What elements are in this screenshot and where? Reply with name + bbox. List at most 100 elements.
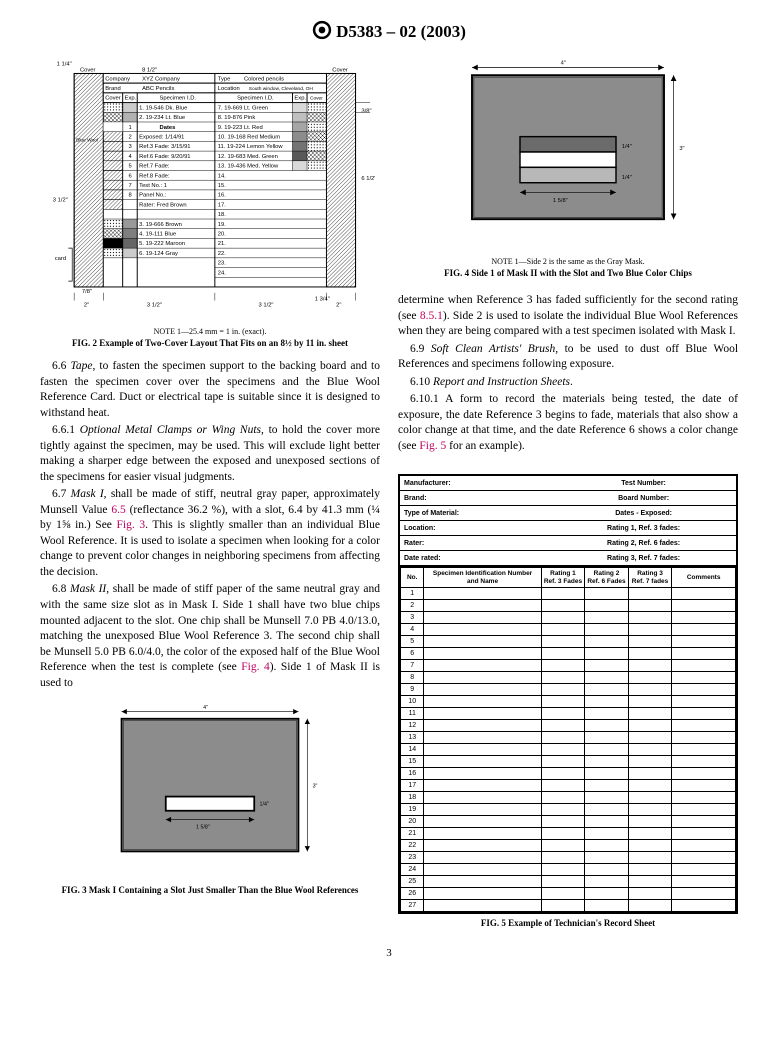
xref-fig-5[interactable]: Fig. 5 [419, 440, 446, 452]
astm-logo-icon [312, 20, 332, 40]
svg-text:Specimen I.D.: Specimen I.D. [237, 96, 274, 102]
record-cell [628, 635, 672, 647]
record-cell [628, 755, 672, 767]
record-cell [585, 707, 629, 719]
row-number: 8 [401, 671, 424, 683]
xref-8-5-1[interactable]: 8.5.1 [420, 310, 443, 322]
row-number: 22 [401, 839, 424, 851]
svg-text:3 1/2": 3 1/2" [259, 302, 274, 308]
record-cell [672, 635, 736, 647]
svg-text:2": 2" [84, 302, 89, 308]
record-cell [424, 791, 541, 803]
xref-fig-3[interactable]: Fig. 3 [117, 519, 146, 531]
svg-text:Colored pencils: Colored pencils [244, 76, 284, 82]
svg-text:8: 8 [128, 193, 131, 199]
svg-text:Specimen I.D.: Specimen I.D. [160, 96, 197, 102]
record-cell [541, 731, 585, 743]
figure-4-note: NOTE 1—Side 2 is the same as the Gray Ma… [398, 257, 738, 266]
record-cell [628, 887, 672, 899]
left-column: Cover Cover 8 1/2" Company XYZ Company T… [40, 50, 380, 929]
svg-text:16.: 16. [218, 193, 226, 199]
svg-text:1 5/8": 1 5/8" [553, 198, 568, 204]
table-row: 3 [401, 611, 736, 623]
figure-2-caption: FIG. 2 Example of Two-Cover Layout That … [40, 338, 380, 349]
row-number: 23 [401, 851, 424, 863]
row-number: 10 [401, 695, 424, 707]
svg-text:XYZ Company: XYZ Company [142, 76, 180, 82]
table-row: 2 [401, 599, 736, 611]
record-cell [672, 839, 736, 851]
record-cell [541, 851, 585, 863]
row-number: 21 [401, 827, 424, 839]
record-cell [585, 743, 629, 755]
svg-text:2": 2" [336, 302, 341, 308]
record-cell [541, 647, 585, 659]
row-number: 11 [401, 707, 424, 719]
table-row: 7 [401, 659, 736, 671]
svg-text:11. 19-224 Lemon Yellow: 11. 19-224 Lemon Yellow [218, 144, 284, 150]
record-cell [541, 635, 585, 647]
xref-6-5[interactable]: 6.5 [111, 504, 125, 516]
record-cell [541, 779, 585, 791]
record-cell [541, 863, 585, 875]
record-cell [672, 659, 736, 671]
svg-text:3": 3" [679, 146, 684, 152]
record-cell [541, 875, 585, 887]
svg-text:1: 1 [128, 125, 131, 131]
table-row: 15 [401, 755, 736, 767]
record-header-left: Rater: [400, 536, 551, 551]
svg-text:24.: 24. [218, 270, 226, 276]
record-cell [628, 815, 672, 827]
record-cell [672, 851, 736, 863]
record-cell [628, 827, 672, 839]
record-cell [541, 707, 585, 719]
row-number: 7 [401, 659, 424, 671]
table-row: 10 [401, 695, 736, 707]
table-row: 17 [401, 779, 736, 791]
record-cell [541, 671, 585, 683]
record-cell [628, 899, 672, 911]
table-row: 21 [401, 827, 736, 839]
para-6-10-1: 6.10.1 A form to record the materials be… [398, 392, 738, 454]
record-cell [424, 743, 541, 755]
row-number: 14 [401, 743, 424, 755]
record-cell [628, 611, 672, 623]
record-header-left: Type of Material: [400, 506, 551, 521]
record-cell [585, 671, 629, 683]
figure-2-note: NOTE 1—25.4 mm = 1 in. (exact). [40, 327, 380, 336]
record-cell [672, 827, 736, 839]
figure-5-caption: FIG. 5 Example of Technician's Record Sh… [398, 918, 738, 929]
record-header-right: Rating 3, Ref. 7 fades: [551, 551, 736, 566]
record-cell [628, 671, 672, 683]
svg-text:5: 5 [128, 164, 131, 170]
record-header-table: Manufacturer:Test Number:Brand:Board Num… [400, 476, 736, 566]
record-cell [628, 803, 672, 815]
record-cell [541, 587, 585, 599]
svg-text:ABC Pencils: ABC Pencils [142, 86, 174, 92]
xref-fig-4[interactable]: Fig. 4 [241, 661, 269, 673]
row-number: 19 [401, 803, 424, 815]
record-cell [585, 827, 629, 839]
record-cell [541, 743, 585, 755]
record-cell [424, 839, 541, 851]
record-header-left: Manufacturer: [400, 476, 551, 491]
record-cell [424, 611, 541, 623]
record-cell [672, 815, 736, 827]
record-cell [585, 887, 629, 899]
svg-text:2: 2 [128, 134, 131, 140]
record-cell [585, 587, 629, 599]
svg-text:Type: Type [218, 76, 231, 82]
table-row: 5 [401, 635, 736, 647]
record-header-right: Rating 1, Ref. 3 fades: [551, 521, 736, 536]
svg-text:18.: 18. [218, 212, 226, 218]
record-cell [541, 767, 585, 779]
record-cell [541, 815, 585, 827]
record-cell [424, 899, 541, 911]
svg-text:8 1/2": 8 1/2" [142, 68, 157, 74]
svg-text:23.: 23. [218, 261, 226, 267]
svg-text:1. 19-546 Dk. Blue: 1. 19-546 Dk. Blue [139, 105, 187, 111]
record-cell [585, 599, 629, 611]
figure-4: 4" 3" 1/4" 1/4" 1 5/8" NOTE 1—Side 2 is … [398, 56, 738, 279]
record-header-right: Board Number: [551, 491, 736, 506]
figure-5: Manufacturer:Test Number:Brand:Board Num… [398, 474, 738, 929]
